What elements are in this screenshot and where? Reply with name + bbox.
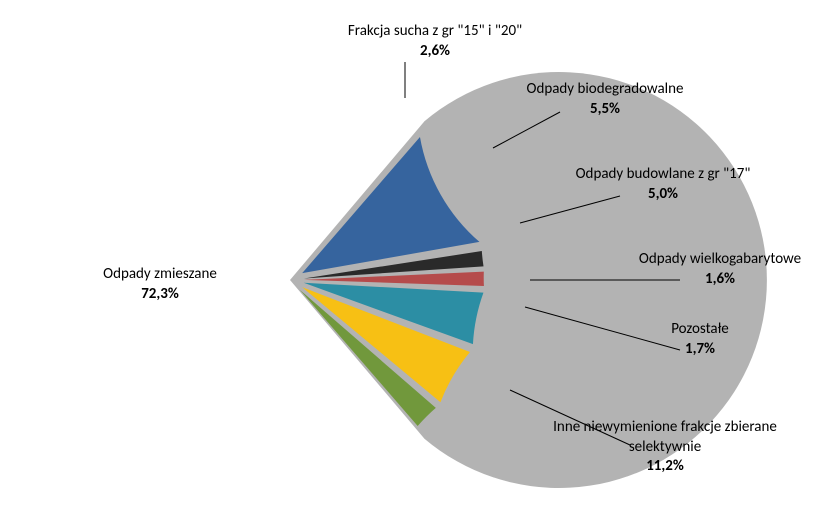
label-pozostale-name: Pozostałe	[640, 320, 760, 340]
label-frakcja-value: 2,6%	[320, 42, 550, 62]
label-inne-name: Inne niewymienione frakcje zbierane sele…	[540, 418, 790, 457]
label-budowlane-value: 5,0%	[548, 185, 778, 205]
label-pozostale-value: 1,7%	[640, 340, 760, 360]
label-frakcja-name: Frakcja sucha z gr "15" i "20"	[320, 22, 550, 42]
label-wielko: Odpady wielkogabarytowe 1,6%	[610, 250, 830, 289]
label-inne: Inne niewymienione frakcje zbierane sele…	[540, 418, 790, 477]
label-wielko-name: Odpady wielkogabarytowe	[610, 250, 830, 270]
label-bio-name: Odpady biodegradowalne	[500, 80, 710, 100]
label-inne-value: 11,2%	[540, 457, 790, 477]
label-zmieszane-name: Odpady zmieszane	[75, 265, 245, 285]
label-zmieszane-value: 72,3%	[75, 285, 245, 305]
label-wielko-value: 1,6%	[610, 270, 830, 290]
label-bio-value: 5,5%	[500, 100, 710, 120]
label-frakcja: Frakcja sucha z gr "15" i "20" 2,6%	[320, 22, 550, 61]
label-pozostale: Pozostałe 1,7%	[640, 320, 760, 359]
label-bio: Odpady biodegradowalne 5,5%	[500, 80, 710, 119]
label-zmieszane: Odpady zmieszane 72,3%	[75, 265, 245, 304]
label-budowlane: Odpady budowlane z gr "17" 5,0%	[548, 165, 778, 204]
label-budowlane-name: Odpady budowlane z gr "17"	[548, 165, 778, 185]
